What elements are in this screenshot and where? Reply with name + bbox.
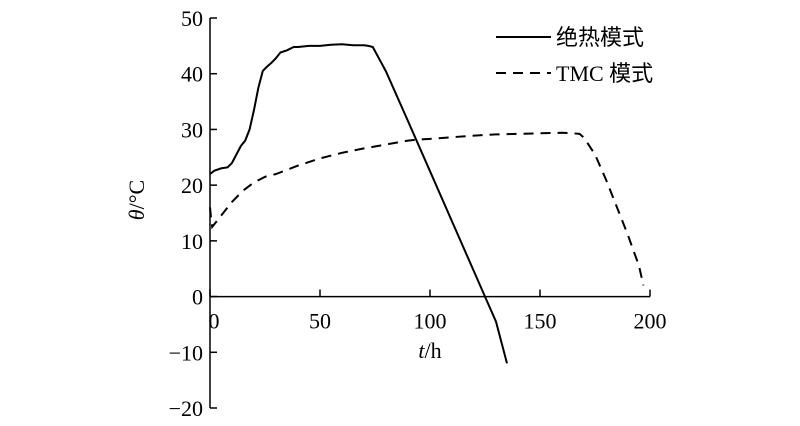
y-axis-label: θ/°C	[124, 180, 149, 220]
y-tick-label: 40	[181, 62, 203, 87]
x-axis-label: t/h	[418, 338, 441, 363]
x-ticks: 0 50 100 150 200	[209, 289, 667, 334]
legend-label-adiabatic: 绝热模式	[556, 25, 644, 50]
x-tick-label: 200	[634, 309, 667, 334]
series-line-adiabatic	[209, 43, 508, 364]
x-tick-label: 150	[524, 309, 557, 334]
x-tick-label: 100	[414, 309, 447, 334]
y-axis-label-italic: θ	[124, 209, 149, 220]
y-tick-label: 20	[181, 173, 203, 198]
x-axis-label-unit: /h	[425, 338, 442, 363]
x-axis-label-italic: t	[418, 338, 425, 363]
y-tick-label: 30	[181, 117, 203, 142]
legend: 绝热模式 TMC 模式	[496, 25, 653, 86]
legend-label-tmc: TMC 模式	[556, 61, 653, 86]
y-tick-label: −10	[169, 340, 203, 365]
y-tick-label: 0	[192, 285, 203, 310]
x-tick-label: 50	[309, 309, 331, 334]
series-line-tmc	[209, 131, 645, 286]
x-tick-label: 0	[209, 309, 220, 334]
y-tick-label: 50	[181, 6, 203, 31]
y-tick-label: 10	[181, 229, 203, 254]
y-tick-label: −20	[169, 396, 203, 421]
y-axis-label-unit: /°C	[124, 180, 149, 210]
series-group	[209, 43, 645, 364]
